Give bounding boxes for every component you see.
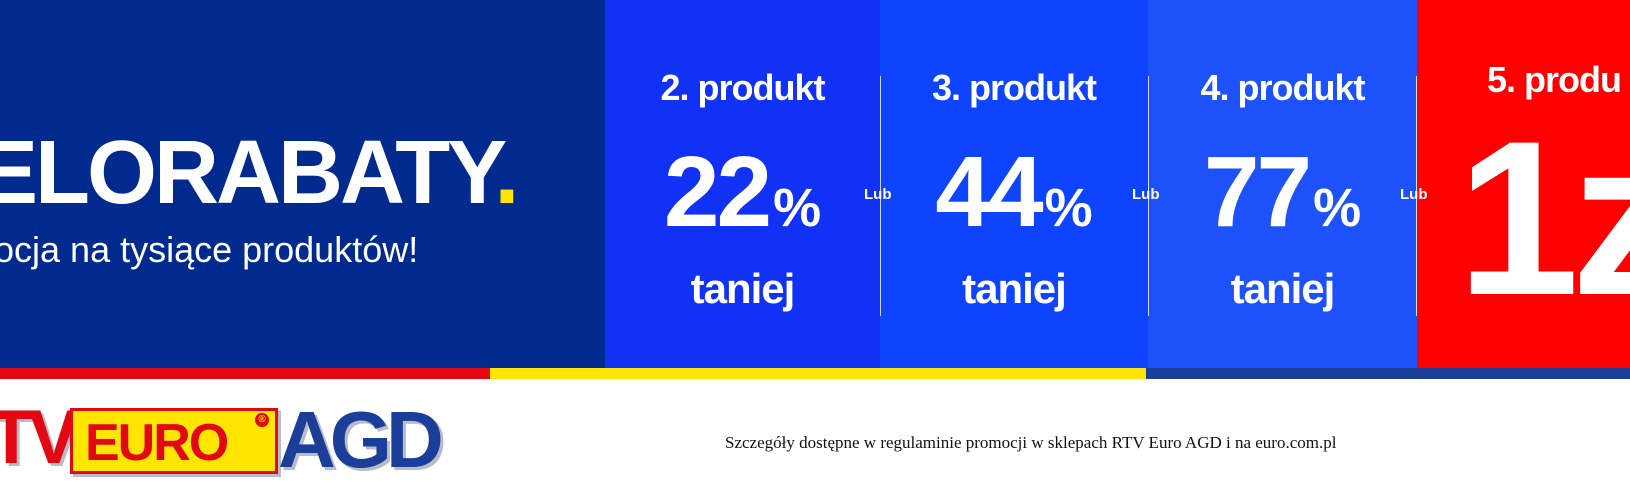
registered-icon: ® [255, 413, 269, 427]
offer-discount: 44% [880, 142, 1148, 242]
logo-part-agd: AGD [278, 395, 444, 484]
offer-footer: taniej [690, 265, 796, 312]
disclaimer-text: Szczegóły dostępne w regulaminie promocj… [725, 433, 1337, 452]
offer-price: 1z [1457, 95, 1630, 341]
hero-title: ELORABATY. [0, 128, 519, 218]
offer-discount-unit: % [773, 178, 822, 238]
hero-title-text: ELORABATY [0, 123, 497, 223]
offer-footer: taniej [1230, 265, 1336, 312]
logo-euro-box: EURO ® [70, 408, 278, 474]
offer-discount-number: 44 [935, 136, 1043, 248]
offer-divider [880, 76, 881, 316]
offer-fifth-product: 5. produ 1z [1417, 0, 1630, 368]
brand-logo[interactable]: TV EURO ® AGD [0, 398, 460, 482]
offer-heading: 4. produkt [1200, 67, 1365, 108]
stripe-blue [1146, 368, 1630, 379]
offer-discount-unit: % [1313, 178, 1362, 238]
stripe-red [0, 368, 490, 379]
offer-second-product: 2. produkt 22% taniej [605, 0, 880, 368]
offer-heading: 3. produkt [931, 67, 1097, 108]
separator-label: Lub [1400, 186, 1428, 203]
offer-discount-number: 22 [663, 136, 772, 248]
offer-footer: taniej [962, 265, 1067, 312]
separator-label: Lub [1132, 186, 1160, 203]
hero-panel: ELORABATY. ocja na tysiące produktów! [0, 0, 605, 368]
logo-part-rtv: TV [0, 395, 79, 480]
offer-third-product: 3. produkt 44% taniej [880, 0, 1148, 368]
offer-discount-unit: % [1044, 178, 1093, 238]
offer-discount: 77% [1148, 142, 1417, 242]
offer-divider [1148, 76, 1149, 316]
logo-part-euro: EURO [85, 414, 229, 472]
offer-discount-number: 77 [1203, 136, 1312, 248]
offer-discount: 22% [605, 142, 880, 242]
hero-title-dot: . [494, 123, 519, 223]
offer-heading: 2. produkt [660, 67, 825, 108]
offer-fourth-product: 4. produkt 77% taniej [1148, 0, 1417, 368]
stripe-yellow [490, 368, 1146, 379]
offer-divider [1416, 76, 1417, 316]
hero-subtitle: ocja na tysiące produktów! [0, 229, 419, 270]
separator-label: Lub [864, 186, 892, 203]
offer-heading: 5. produ [1487, 59, 1622, 100]
